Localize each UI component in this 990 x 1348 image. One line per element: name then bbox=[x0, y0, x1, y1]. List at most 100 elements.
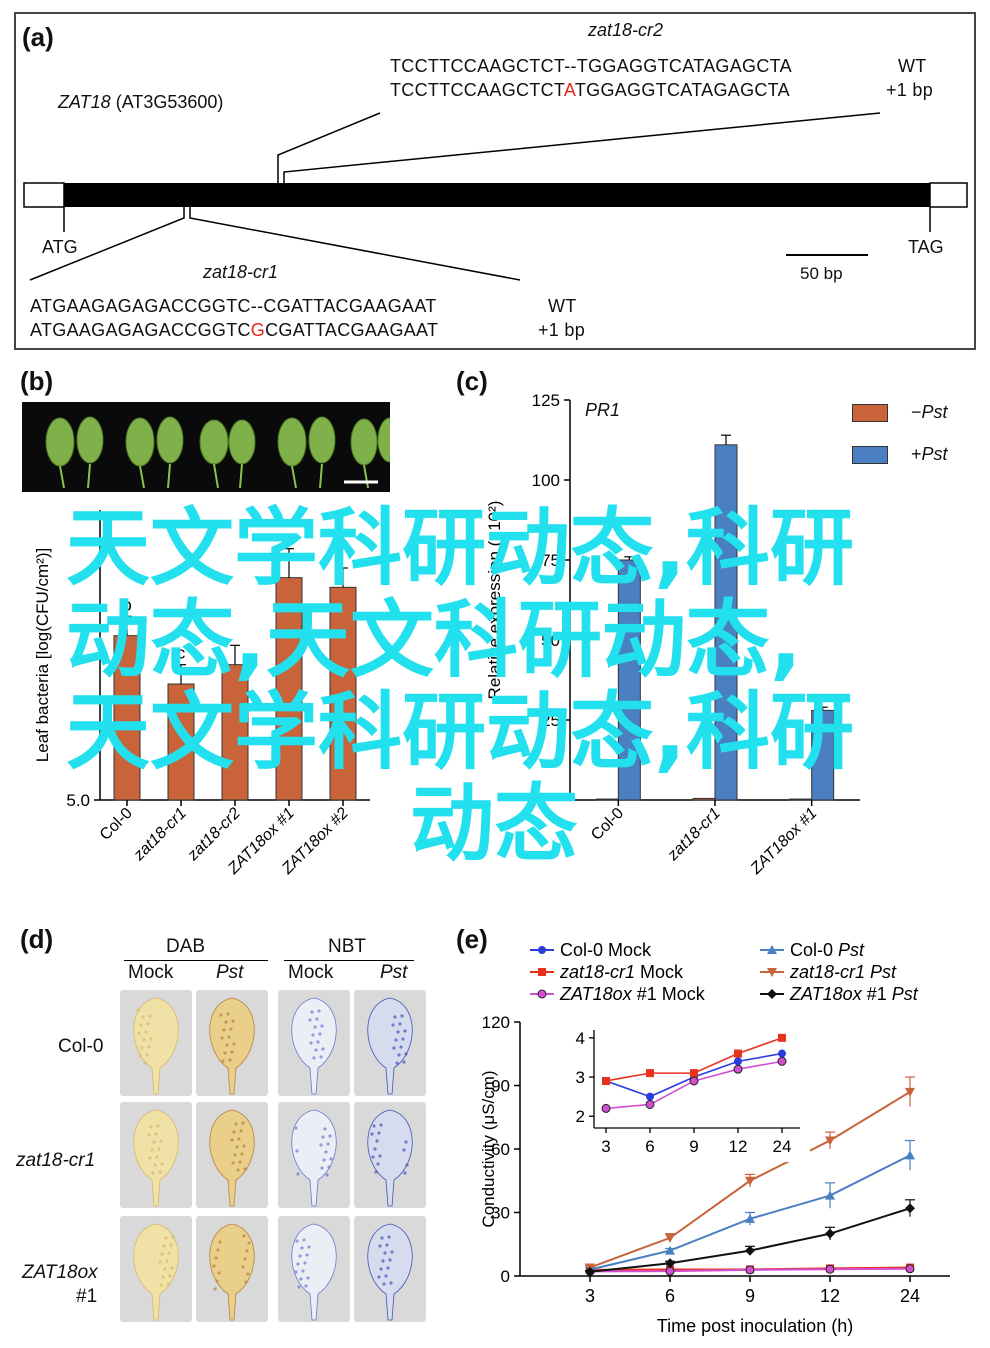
leaf-stain-spot bbox=[321, 1135, 325, 1139]
cr2-mut-seq: TCCTTCCAAGCTCTATGGAGGTCATAGAGCTA bbox=[390, 80, 790, 100]
leaf-stain-spot bbox=[394, 1038, 398, 1042]
leaf-stain-spot bbox=[319, 1143, 323, 1147]
leaf-stain-spot bbox=[404, 1140, 408, 1144]
point-e-3-4 bbox=[905, 1150, 915, 1160]
leaf-stain-spot bbox=[402, 1060, 406, 1064]
leaf-stain-spot bbox=[158, 1170, 162, 1174]
leaf-stain-spot bbox=[233, 1153, 237, 1157]
leaf-stain-spot bbox=[386, 1266, 390, 1270]
chart-c-ytick-label: 25 bbox=[541, 711, 560, 730]
leaf-stain-spot bbox=[245, 1249, 249, 1253]
leaf-stain-spot bbox=[309, 1041, 313, 1045]
point-e-2-2 bbox=[745, 1265, 755, 1275]
leaf-stain-spot bbox=[219, 1013, 223, 1017]
chart-e-xlabel: Time post inoculation (h) bbox=[657, 1316, 853, 1336]
chart-c-ytick-label: 125 bbox=[532, 391, 560, 410]
leaf-stain-spot bbox=[372, 1124, 376, 1128]
letter-b-0: b bbox=[122, 595, 131, 614]
leaf-stain-spot bbox=[237, 1137, 241, 1141]
leaf-stain-spot bbox=[168, 1274, 172, 1278]
point-e-3-1 bbox=[665, 1245, 675, 1255]
cr2-mut-label: +1 bp bbox=[886, 80, 934, 100]
leaf-stain-spot bbox=[303, 1261, 307, 1265]
bar-c-0-2 bbox=[789, 798, 813, 801]
chart-e-ytick-label: 120 bbox=[482, 1013, 510, 1032]
legend-label-4: zat18-cr1 Pst bbox=[789, 962, 897, 982]
leaf-stain-spot bbox=[149, 1037, 153, 1041]
leaf-stain-spot bbox=[320, 1024, 324, 1028]
panel-c-label: (c) bbox=[456, 366, 488, 396]
inset-xtick-label: 9 bbox=[689, 1137, 698, 1156]
inset-xtick-label: 12 bbox=[729, 1137, 748, 1156]
chart-c: 25 50 75 100 125 Relative expression (×10²) Co… bbox=[485, 391, 860, 878]
leaf-stain-spot bbox=[228, 1058, 232, 1062]
dab-header: DAB bbox=[166, 936, 206, 957]
leaf-stain-spot bbox=[156, 1124, 160, 1128]
inset-xtick-label: 6 bbox=[645, 1137, 654, 1156]
point-e-4-3 bbox=[825, 1136, 835, 1146]
panel-e-label: (e) bbox=[456, 924, 488, 954]
bar-b-2 bbox=[221, 664, 249, 801]
leaf-stain-spot bbox=[379, 1267, 383, 1271]
leaf-stain-spot bbox=[403, 1171, 407, 1175]
leaf-stain-spot bbox=[230, 1050, 234, 1054]
leaf-stain-spot bbox=[160, 1252, 164, 1256]
bar-c-1-0 bbox=[617, 559, 641, 801]
bar-c-1-1 bbox=[714, 444, 738, 801]
legend-label-1: zat18-cr1 Mock bbox=[559, 962, 684, 982]
cr1-mut-seq: ATGAAGAGAGACCGGTCGCGATTACGAAGAAT bbox=[30, 320, 439, 340]
leaf-stain-spot bbox=[160, 1162, 164, 1166]
gene-cds bbox=[64, 183, 930, 207]
legend-marker-2 bbox=[537, 989, 547, 999]
leaf-stain-spot bbox=[382, 1282, 386, 1286]
legend-marker-0 bbox=[538, 946, 546, 954]
leaf-stain-spot bbox=[318, 1032, 322, 1036]
leaf-stain-spot bbox=[323, 1127, 327, 1131]
row-label-ox: ZAT18ox bbox=[22, 1262, 98, 1283]
chart-c-ytick-label: 100 bbox=[532, 471, 560, 490]
leaf-stain-spot bbox=[373, 1147, 377, 1151]
leaf-stain-spot bbox=[319, 1055, 323, 1059]
leaf-stain-spot bbox=[295, 1239, 299, 1243]
inset-point-2-1 bbox=[645, 1099, 655, 1109]
xtick-label-c-1: zat18-cr1 bbox=[664, 805, 724, 865]
leaf-stain-spot bbox=[297, 1285, 301, 1289]
point-e-2-1 bbox=[665, 1266, 675, 1276]
leaf-stain-spot bbox=[374, 1170, 378, 1174]
leaf-stain-spot bbox=[162, 1244, 166, 1248]
leaf-stain-spot bbox=[166, 1282, 170, 1286]
inset-point-2-4 bbox=[777, 1056, 787, 1066]
point-e-4-1 bbox=[665, 1233, 675, 1243]
leaf-stain-spot bbox=[164, 1236, 168, 1240]
chart-e-xtick-label: 12 bbox=[820, 1286, 840, 1306]
leaf-stain-spot bbox=[389, 1281, 393, 1285]
leaf-1-1 bbox=[209, 1109, 255, 1207]
letter-b-1: c bbox=[177, 644, 186, 663]
bar-c-1-2 bbox=[811, 709, 835, 801]
leaf-stain-spot bbox=[240, 1152, 244, 1156]
leaf-stain-spot bbox=[325, 1173, 329, 1177]
leaf-stain-spot bbox=[137, 1031, 141, 1035]
leaf-stain-spot bbox=[404, 1052, 408, 1056]
gene-title: ZAT18 (AT3G53600) bbox=[58, 92, 223, 113]
inset-point-1-0 bbox=[602, 1076, 610, 1085]
leaf-stain-spot bbox=[379, 1123, 383, 1127]
leaf-stain-spot bbox=[391, 1023, 395, 1027]
leaf-stain-spot bbox=[384, 1274, 388, 1278]
point-e-5-1 bbox=[665, 1258, 675, 1269]
leaf-stain-spot bbox=[167, 1251, 171, 1255]
leaf-0-2 bbox=[291, 997, 337, 1095]
leaf-stain-spot bbox=[322, 1158, 326, 1162]
inset-point-0-4 bbox=[778, 1049, 786, 1058]
leaf-stain-spot bbox=[378, 1154, 382, 1158]
panel-d-label: (d) bbox=[20, 924, 54, 954]
leaf-stain-spot bbox=[304, 1284, 308, 1288]
leaf-stain-spot bbox=[212, 1264, 216, 1268]
leaf-stain-spot bbox=[159, 1283, 163, 1287]
leaf-stain-spot bbox=[315, 1017, 319, 1021]
chart-c-ytick-label: 75 bbox=[541, 551, 560, 570]
leaf-stain-spot bbox=[239, 1129, 243, 1133]
leaf-stain-spot bbox=[378, 1244, 382, 1248]
point-e-4-4 bbox=[905, 1087, 915, 1097]
inset-point-0-1 bbox=[646, 1092, 654, 1101]
